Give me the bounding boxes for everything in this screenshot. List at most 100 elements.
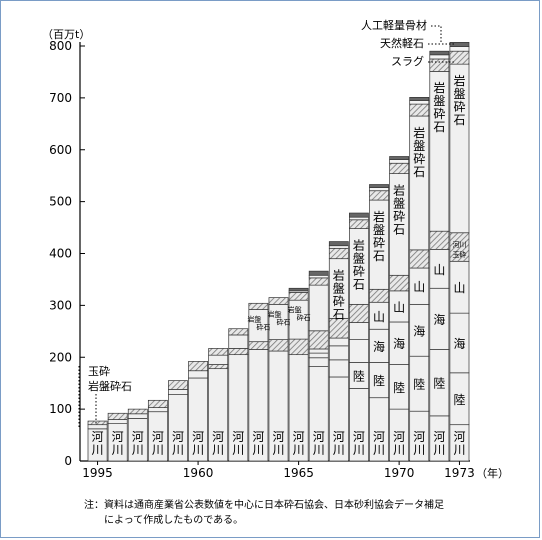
- svg-text:川: 川: [132, 443, 144, 457]
- bar-segment: [349, 339, 369, 363]
- bar-segment: [147, 407, 168, 413]
- x-unit-label: （年）: [476, 466, 509, 480]
- segment-label-陸: 陸: [373, 374, 385, 388]
- segment-label-海: 海: [373, 339, 385, 354]
- river-segment-label: 河川: [413, 430, 425, 457]
- svg-text:河: 河: [112, 430, 124, 444]
- svg-text:河: 河: [212, 430, 224, 444]
- svg-text:河: 河: [393, 430, 405, 444]
- crushed-segment-label: 岩盤砕石: [373, 209, 385, 263]
- segment-label-山: 山: [393, 300, 405, 314]
- bar-segment: [429, 230, 450, 250]
- svg-text:玉砕: 玉砕: [452, 250, 466, 259]
- svg-text:川: 川: [453, 443, 465, 457]
- svg-text:川: 川: [212, 443, 224, 457]
- svg-text:石: 石: [353, 277, 365, 291]
- segment-label-陸: 陸: [433, 377, 445, 391]
- bar-segment: [107, 419, 128, 425]
- svg-text:岩盤: 岩盤: [268, 309, 282, 318]
- bar-segment: [349, 216, 369, 221]
- y-unit-label: （百万t）: [42, 28, 90, 41]
- svg-text:川: 川: [433, 443, 445, 457]
- segment-label-陸: 陸: [413, 378, 425, 392]
- svg-text:河: 河: [353, 430, 365, 444]
- svg-text:川: 川: [413, 443, 425, 457]
- river-segment-label: 河川: [313, 430, 325, 457]
- x-tick-label: 1970: [384, 466, 415, 480]
- bar-segment: [349, 303, 369, 323]
- bar-segment: [308, 348, 329, 354]
- svg-text:河: 河: [313, 430, 325, 444]
- bar-segment: [208, 364, 229, 370]
- bar-segment: [389, 162, 410, 174]
- y-tick-label: 700: [49, 91, 72, 105]
- bar-segment: [87, 420, 108, 426]
- chart-axes: 0 100 200 300 400 500 600 700 800（百万t） 1995 1960 19…: [42, 28, 509, 480]
- bar-segment: [369, 184, 389, 188]
- river-segment-label: 河川: [433, 430, 445, 457]
- bar-segment: [369, 187, 389, 192]
- svg-text:河: 河: [232, 430, 244, 444]
- svg-text:盤: 盤: [333, 281, 345, 295]
- svg-text:河: 河: [413, 430, 425, 444]
- svg-text:石: 石: [393, 222, 405, 236]
- svg-text:河: 河: [192, 430, 204, 444]
- bar-segment: [188, 370, 208, 379]
- bar-segment: [87, 424, 108, 430]
- bar-segment: [349, 322, 369, 340]
- svg-text:岩盤: 岩盤: [288, 305, 302, 314]
- segment-label-山: 山: [433, 263, 445, 277]
- y-tick-label: 500: [49, 195, 72, 209]
- svg-text:河: 河: [252, 430, 264, 444]
- svg-text:石: 石: [373, 249, 385, 263]
- bar-segment: [328, 245, 349, 249]
- river-segment-label: 河川: [192, 430, 204, 457]
- svg-text:砕: 砕: [333, 293, 345, 308]
- crushed-segment-label: 岩盤砕石: [453, 73, 465, 127]
- svg-text:河: 河: [272, 430, 284, 444]
- svg-text:川: 川: [393, 443, 405, 457]
- bar-segment: [308, 330, 329, 350]
- svg-text:岩: 岩: [373, 209, 385, 224]
- river-segment-label: 河川: [172, 430, 184, 457]
- bar-segment: [328, 241, 349, 247]
- bar-segment: [288, 292, 309, 301]
- segment-label-海: 海: [393, 336, 405, 351]
- svg-text:岩: 岩: [413, 125, 425, 140]
- svg-text:石: 石: [333, 307, 345, 321]
- svg-text:川: 川: [92, 443, 104, 457]
- crushed-segment-label-small: 岩盤砕石: [247, 315, 270, 332]
- x-tick-label: 1973: [444, 466, 475, 480]
- svg-text:盤: 盤: [373, 223, 385, 237]
- bar-segment: [328, 359, 349, 378]
- bar-segment: [268, 297, 289, 305]
- river-segment-label: 河川: [353, 430, 365, 457]
- segment-label-海: 海: [413, 323, 425, 338]
- legend-natural-pumice: 天然軽石: [380, 36, 424, 50]
- bar-segment: [389, 156, 410, 160]
- svg-text:岩: 岩: [353, 237, 365, 252]
- segment-label-陸: 陸: [453, 393, 465, 407]
- segment-label-山: 山: [453, 281, 465, 295]
- footnote-line-1: 注：資料は通商産業省公表数値を中心に日本砕石協会、日本砂利協会データ補足: [84, 500, 444, 511]
- y-tick-label: 200: [49, 350, 72, 364]
- bar-segment: [308, 270, 329, 276]
- bar-segment: [107, 412, 128, 420]
- bar-segment: [208, 348, 229, 356]
- segment-label-陸: 陸: [393, 381, 405, 395]
- y-tick-label: 100: [49, 402, 72, 416]
- x-tick-label: 1995: [82, 466, 113, 480]
- bar-segment: [188, 361, 208, 372]
- svg-text:河: 河: [152, 430, 164, 444]
- legend-artificial-aggregate: 人工軽量骨材: [361, 18, 427, 32]
- river-segment-label: 河川: [212, 430, 224, 457]
- x-tick-label: 1960: [183, 466, 214, 480]
- bar-segment: [349, 212, 369, 218]
- svg-text:河: 河: [373, 430, 385, 444]
- svg-text:川: 川: [172, 443, 184, 457]
- svg-text:岩: 岩: [333, 267, 345, 282]
- svg-text:岩: 岩: [393, 182, 405, 197]
- svg-text:河: 河: [453, 430, 465, 444]
- bar-segment: [147, 399, 168, 408]
